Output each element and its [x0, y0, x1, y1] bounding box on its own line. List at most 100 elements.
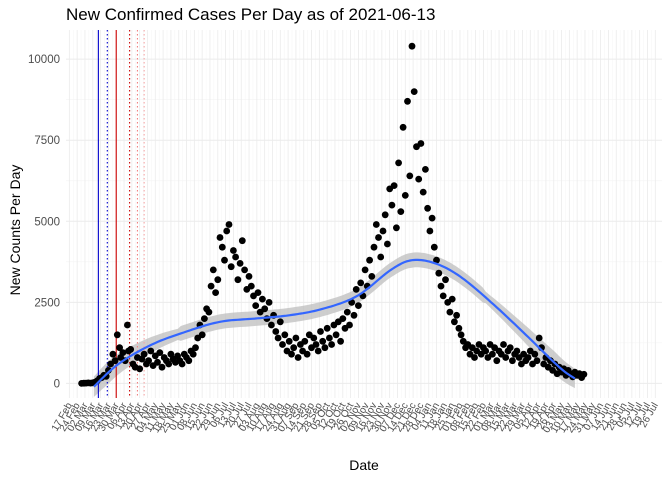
data-point [276, 318, 284, 326]
data-point [430, 243, 438, 251]
data-point [259, 295, 266, 303]
data-point [401, 192, 409, 199]
data-point [265, 299, 273, 306]
data-point [301, 337, 309, 345]
data-point [580, 370, 588, 378]
data-point [238, 237, 246, 245]
data-point [247, 282, 255, 290]
data-point [455, 324, 463, 332]
data-point [406, 172, 414, 180]
data-point [453, 311, 460, 319]
data-point [404, 97, 411, 105]
data-point [232, 253, 240, 261]
data-point [201, 315, 208, 322]
data-point [156, 349, 164, 356]
data-point [524, 354, 532, 361]
data-point [145, 357, 153, 365]
smooth-ribbon [93, 252, 575, 397]
data-point [221, 256, 228, 264]
data-point [154, 358, 161, 366]
data-point [390, 182, 398, 190]
data-point [426, 227, 434, 235]
y-tick-label: 7500 [34, 135, 60, 147]
data-point [471, 354, 478, 361]
data-point [482, 347, 490, 355]
data-point [254, 289, 262, 296]
major-gridlines [66, 30, 662, 398]
data-point [393, 224, 400, 232]
data-point [332, 331, 340, 339]
data-point [147, 347, 155, 355]
y-tick-label: 10000 [28, 54, 60, 66]
smooth-ribbon-layer [93, 252, 575, 397]
data-point [381, 211, 389, 219]
x-axis-title: Date [349, 457, 379, 473]
data-point [323, 324, 331, 332]
data-point [377, 253, 385, 261]
data-point [493, 357, 501, 365]
data-point [252, 302, 260, 309]
data-point [192, 344, 199, 352]
data-point [500, 341, 507, 348]
data-point [379, 227, 387, 235]
chart-title: New Confirmed Cases Per Day as of 2021-0… [66, 5, 435, 24]
data-point [428, 214, 436, 222]
data-point [124, 321, 131, 329]
data-point [205, 308, 213, 316]
data-point [158, 363, 166, 371]
data-point [422, 166, 429, 173]
data-point [531, 350, 539, 358]
data-point [451, 318, 458, 326]
data-point [140, 350, 148, 358]
data-point [339, 315, 347, 322]
data-point [314, 347, 322, 355]
data-point [241, 266, 249, 274]
data-point [294, 354, 302, 361]
data-point [366, 256, 373, 264]
data-point [212, 289, 220, 296]
data-point [214, 276, 222, 284]
data-point [384, 240, 391, 248]
data-point [292, 334, 300, 342]
data-point [207, 282, 215, 290]
data-point [352, 286, 360, 293]
data-point [509, 357, 516, 365]
data-point [218, 243, 226, 251]
data-point [303, 350, 311, 358]
data-point [285, 337, 293, 345]
data-point [111, 357, 119, 365]
data-point [388, 201, 396, 209]
data-point [446, 308, 454, 316]
data-point [337, 337, 344, 345]
data-point [357, 279, 365, 287]
data-point [346, 321, 353, 329]
y-axis-title: New Counts Per Day [7, 165, 23, 296]
data-point [433, 256, 440, 264]
data-point [310, 334, 318, 342]
data-point [435, 269, 443, 277]
data-point [119, 349, 127, 356]
data-point [343, 308, 351, 316]
data-point [185, 357, 193, 365]
data-points [78, 42, 588, 387]
data-point [136, 365, 144, 373]
data-point [368, 273, 376, 280]
data-point [328, 341, 335, 348]
data-point [506, 344, 514, 352]
data-point [216, 234, 224, 241]
data-point [424, 204, 431, 212]
data-point [502, 354, 510, 361]
data-point [457, 331, 465, 339]
data-point [290, 344, 298, 352]
data-point [225, 221, 233, 228]
data-point [442, 276, 449, 284]
data-point [410, 88, 418, 95]
data-point [397, 208, 405, 216]
data-point [317, 328, 324, 335]
data-point [279, 341, 286, 348]
data-point [375, 234, 382, 241]
data-point [535, 334, 543, 342]
data-point [319, 337, 327, 345]
data-point [268, 321, 275, 329]
